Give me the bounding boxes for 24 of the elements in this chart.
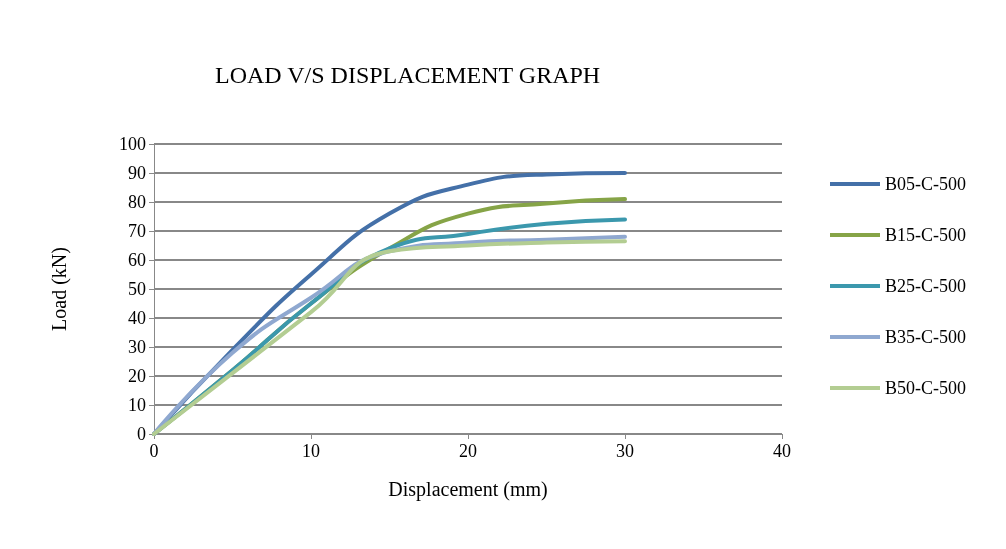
y-tick-label: 100	[119, 134, 146, 154]
y-tick-label: 30	[128, 337, 146, 357]
y-axis-title: Load (kN)	[48, 247, 71, 331]
y-tick-label: 90	[128, 163, 146, 183]
x-tick-label: 40	[773, 441, 791, 461]
y-tick-label: 40	[128, 308, 146, 328]
x-tick-label: 30	[616, 441, 634, 461]
legend-label: B15-C-500	[885, 225, 966, 245]
legend-label: B25-C-500	[885, 276, 966, 296]
y-tick-label: 70	[128, 221, 146, 241]
legend-label: B35-C-500	[885, 327, 966, 347]
legend-label: B50-C-500	[885, 378, 966, 398]
x-axis-title: Displacement (mm)	[388, 478, 548, 501]
legend-label: B05-C-500	[885, 174, 966, 194]
chart-title: LOAD V/S DISPLACEMENT GRAPH	[215, 62, 601, 88]
y-tick-label: 50	[128, 279, 146, 299]
x-tick-label: 0	[149, 441, 159, 461]
x-tick-label: 20	[459, 441, 477, 461]
y-tick-label: 80	[128, 192, 146, 212]
y-tick-label: 10	[128, 395, 146, 415]
y-tick-label: 20	[128, 366, 146, 386]
y-tick-label: 60	[128, 250, 146, 270]
y-tick-label: 0	[137, 424, 146, 444]
x-tick-label: 10	[302, 441, 320, 461]
